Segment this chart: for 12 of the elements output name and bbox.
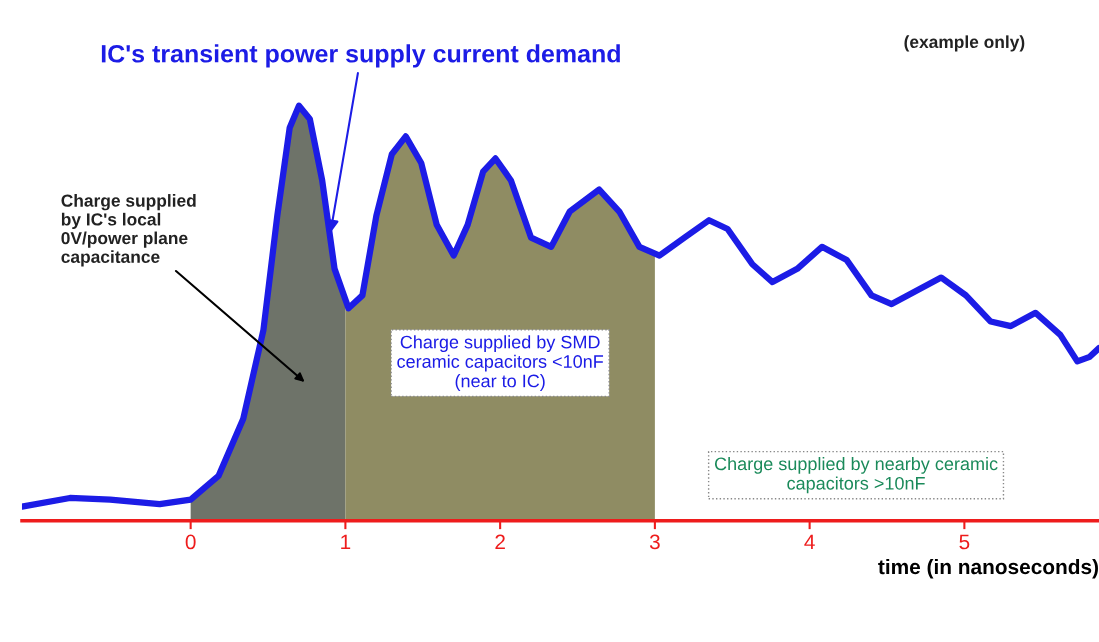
x-tick-label: 2 <box>495 534 505 550</box>
x-axis-title: time (in nanoseconds) <box>878 558 1098 579</box>
x-tick-label: 1 <box>341 534 351 550</box>
x-tick-label: 0 <box>185 534 196 550</box>
annotation: Charge supplied by SMD ceramic capacitors <10nF (near to IC) <box>397 335 604 391</box>
x-tick-label: 5 <box>959 534 970 550</box>
annotation: Charge supplied by nearby ceramic capacitors >10nF <box>714 457 998 494</box>
x-tick-label: 4 <box>804 534 815 550</box>
text: (example only) <box>904 35 1025 52</box>
text: IC's transient power supply current demand <box>101 44 620 68</box>
annotation: Charge supplied by IC's local 0V/power plane capacitance <box>61 194 196 267</box>
x-tick-label: 3 <box>649 534 660 550</box>
